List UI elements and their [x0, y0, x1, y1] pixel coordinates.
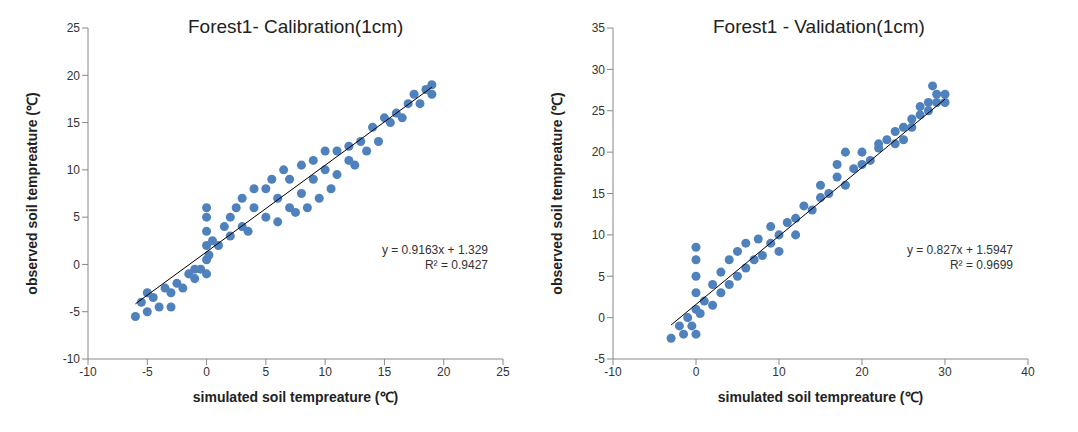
- svg-text:0: 0: [73, 258, 80, 272]
- svg-text:-5: -5: [69, 305, 80, 319]
- svg-text:25: 25: [496, 365, 510, 379]
- svg-text:15: 15: [67, 116, 81, 130]
- html-text:R² = 0.9427: R² = 0.9427: [425, 258, 488, 272]
- svg-text:0: 0: [598, 311, 605, 325]
- svg-text:20: 20: [855, 365, 869, 379]
- svg-text:40: 40: [1021, 365, 1035, 379]
- svg-text:5: 5: [598, 270, 605, 284]
- svg-text:20: 20: [67, 69, 81, 83]
- svg-text:-5: -5: [594, 352, 605, 366]
- svg-text:-10: -10: [63, 352, 81, 366]
- svg-text:simulated soil tempreature (℃): simulated soil tempreature (℃): [718, 389, 923, 405]
- svg-text:30: 30: [592, 63, 606, 77]
- svg-text:0: 0: [203, 365, 210, 379]
- svg-text:-10: -10: [79, 365, 97, 379]
- svg-text:simulated soil tempreature (℃): simulated soil tempreature (℃): [193, 389, 398, 405]
- svg-text:15: 15: [592, 187, 606, 201]
- svg-text:5: 5: [73, 210, 80, 224]
- html-text:R² = 0.9699: R² = 0.9699: [950, 258, 1013, 272]
- svg-text:20: 20: [592, 145, 606, 159]
- svg-text:5: 5: [263, 365, 270, 379]
- svg-text:25: 25: [67, 21, 81, 35]
- svg-text:10: 10: [318, 365, 332, 379]
- svg-text:15: 15: [378, 365, 392, 379]
- svg-text:observed soil tempreature (℃): observed soil tempreature (℃): [24, 92, 40, 294]
- svg-text:-5: -5: [142, 365, 153, 379]
- svg-text:35: 35: [592, 21, 606, 35]
- svg-text:10: 10: [772, 365, 786, 379]
- svg-text:30: 30: [938, 365, 952, 379]
- svg-text:observed soil tempreature (℃): observed soil tempreature (℃): [549, 92, 565, 294]
- svg-text:25: 25: [592, 104, 606, 118]
- html-text:Forest1 - Validation(1cm): Forest1 - Validation(1cm): [713, 16, 925, 37]
- html-text:y = 0.827x + 1.5947: y = 0.827x + 1.5947: [906, 243, 1013, 257]
- svg-text:10: 10: [592, 228, 606, 242]
- html-text:Forest1- Calibration(1cm): Forest1- Calibration(1cm): [188, 16, 404, 37]
- html-text:y = 0.9163x + 1.329: y = 0.9163x + 1.329: [381, 243, 488, 257]
- svg-text:20: 20: [437, 365, 451, 379]
- svg-text:10: 10: [67, 163, 81, 177]
- svg-text:-10: -10: [604, 365, 622, 379]
- svg-text:0: 0: [693, 365, 700, 379]
